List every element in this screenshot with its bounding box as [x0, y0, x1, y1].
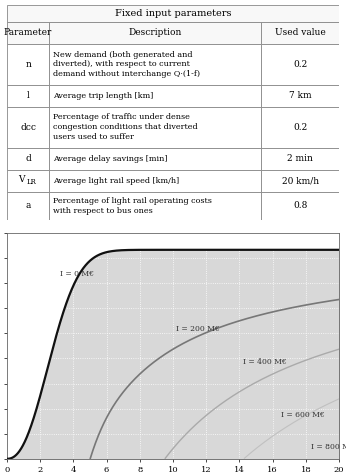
FancyBboxPatch shape — [261, 148, 339, 169]
Text: Description: Description — [129, 28, 182, 37]
FancyBboxPatch shape — [261, 192, 339, 220]
Text: a: a — [26, 201, 31, 210]
FancyBboxPatch shape — [49, 148, 261, 169]
FancyBboxPatch shape — [261, 22, 339, 44]
FancyBboxPatch shape — [7, 5, 339, 22]
FancyBboxPatch shape — [261, 44, 339, 85]
Text: d: d — [25, 154, 31, 163]
FancyBboxPatch shape — [7, 85, 49, 107]
Text: n: n — [25, 60, 31, 69]
Text: V: V — [18, 175, 25, 184]
FancyBboxPatch shape — [49, 169, 261, 192]
FancyBboxPatch shape — [261, 107, 339, 148]
Text: 0.8: 0.8 — [293, 201, 307, 210]
FancyBboxPatch shape — [49, 22, 261, 44]
Text: l: l — [27, 91, 29, 100]
Text: Fixed input parameters: Fixed input parameters — [115, 9, 231, 18]
Text: 2 min: 2 min — [287, 154, 313, 163]
FancyBboxPatch shape — [261, 85, 339, 107]
FancyBboxPatch shape — [7, 169, 49, 192]
Text: I = 800 M€: I = 800 M€ — [311, 443, 346, 451]
Text: Parameter: Parameter — [4, 28, 52, 37]
FancyBboxPatch shape — [261, 169, 339, 192]
Text: Percentage of light rail operating costs
with respect to bus ones: Percentage of light rail operating costs… — [53, 197, 211, 215]
Text: dcc: dcc — [20, 123, 36, 131]
FancyBboxPatch shape — [7, 192, 49, 220]
FancyBboxPatch shape — [7, 22, 49, 44]
FancyBboxPatch shape — [49, 44, 261, 85]
Text: 20 km/h: 20 km/h — [282, 176, 319, 185]
Text: 7 km: 7 km — [289, 91, 311, 100]
Text: I = 200 M€: I = 200 M€ — [176, 325, 220, 333]
FancyBboxPatch shape — [7, 44, 49, 85]
FancyBboxPatch shape — [7, 148, 49, 169]
Text: Used value: Used value — [275, 28, 326, 37]
Text: LR: LR — [26, 178, 36, 185]
FancyBboxPatch shape — [49, 192, 261, 220]
Text: 0.2: 0.2 — [293, 123, 307, 131]
Text: I = 600 M€: I = 600 M€ — [281, 411, 325, 419]
Text: Average light rail speed [km/h]: Average light rail speed [km/h] — [53, 176, 179, 184]
Text: 0.2: 0.2 — [293, 60, 307, 69]
Text: Average delay savings [min]: Average delay savings [min] — [53, 155, 167, 163]
Text: Percentage of traffic under dense
congestion conditions that diverted
users used: Percentage of traffic under dense conges… — [53, 114, 197, 141]
FancyBboxPatch shape — [7, 107, 49, 148]
Text: Average trip length [km]: Average trip length [km] — [53, 92, 153, 100]
FancyBboxPatch shape — [49, 85, 261, 107]
Text: New demand (both generated and
diverted), with respect to current
demand without: New demand (both generated and diverted)… — [53, 51, 200, 78]
FancyBboxPatch shape — [49, 107, 261, 148]
Text: I = 0 M€: I = 0 M€ — [60, 270, 94, 278]
Text: I = 400 M€: I = 400 M€ — [243, 358, 286, 366]
